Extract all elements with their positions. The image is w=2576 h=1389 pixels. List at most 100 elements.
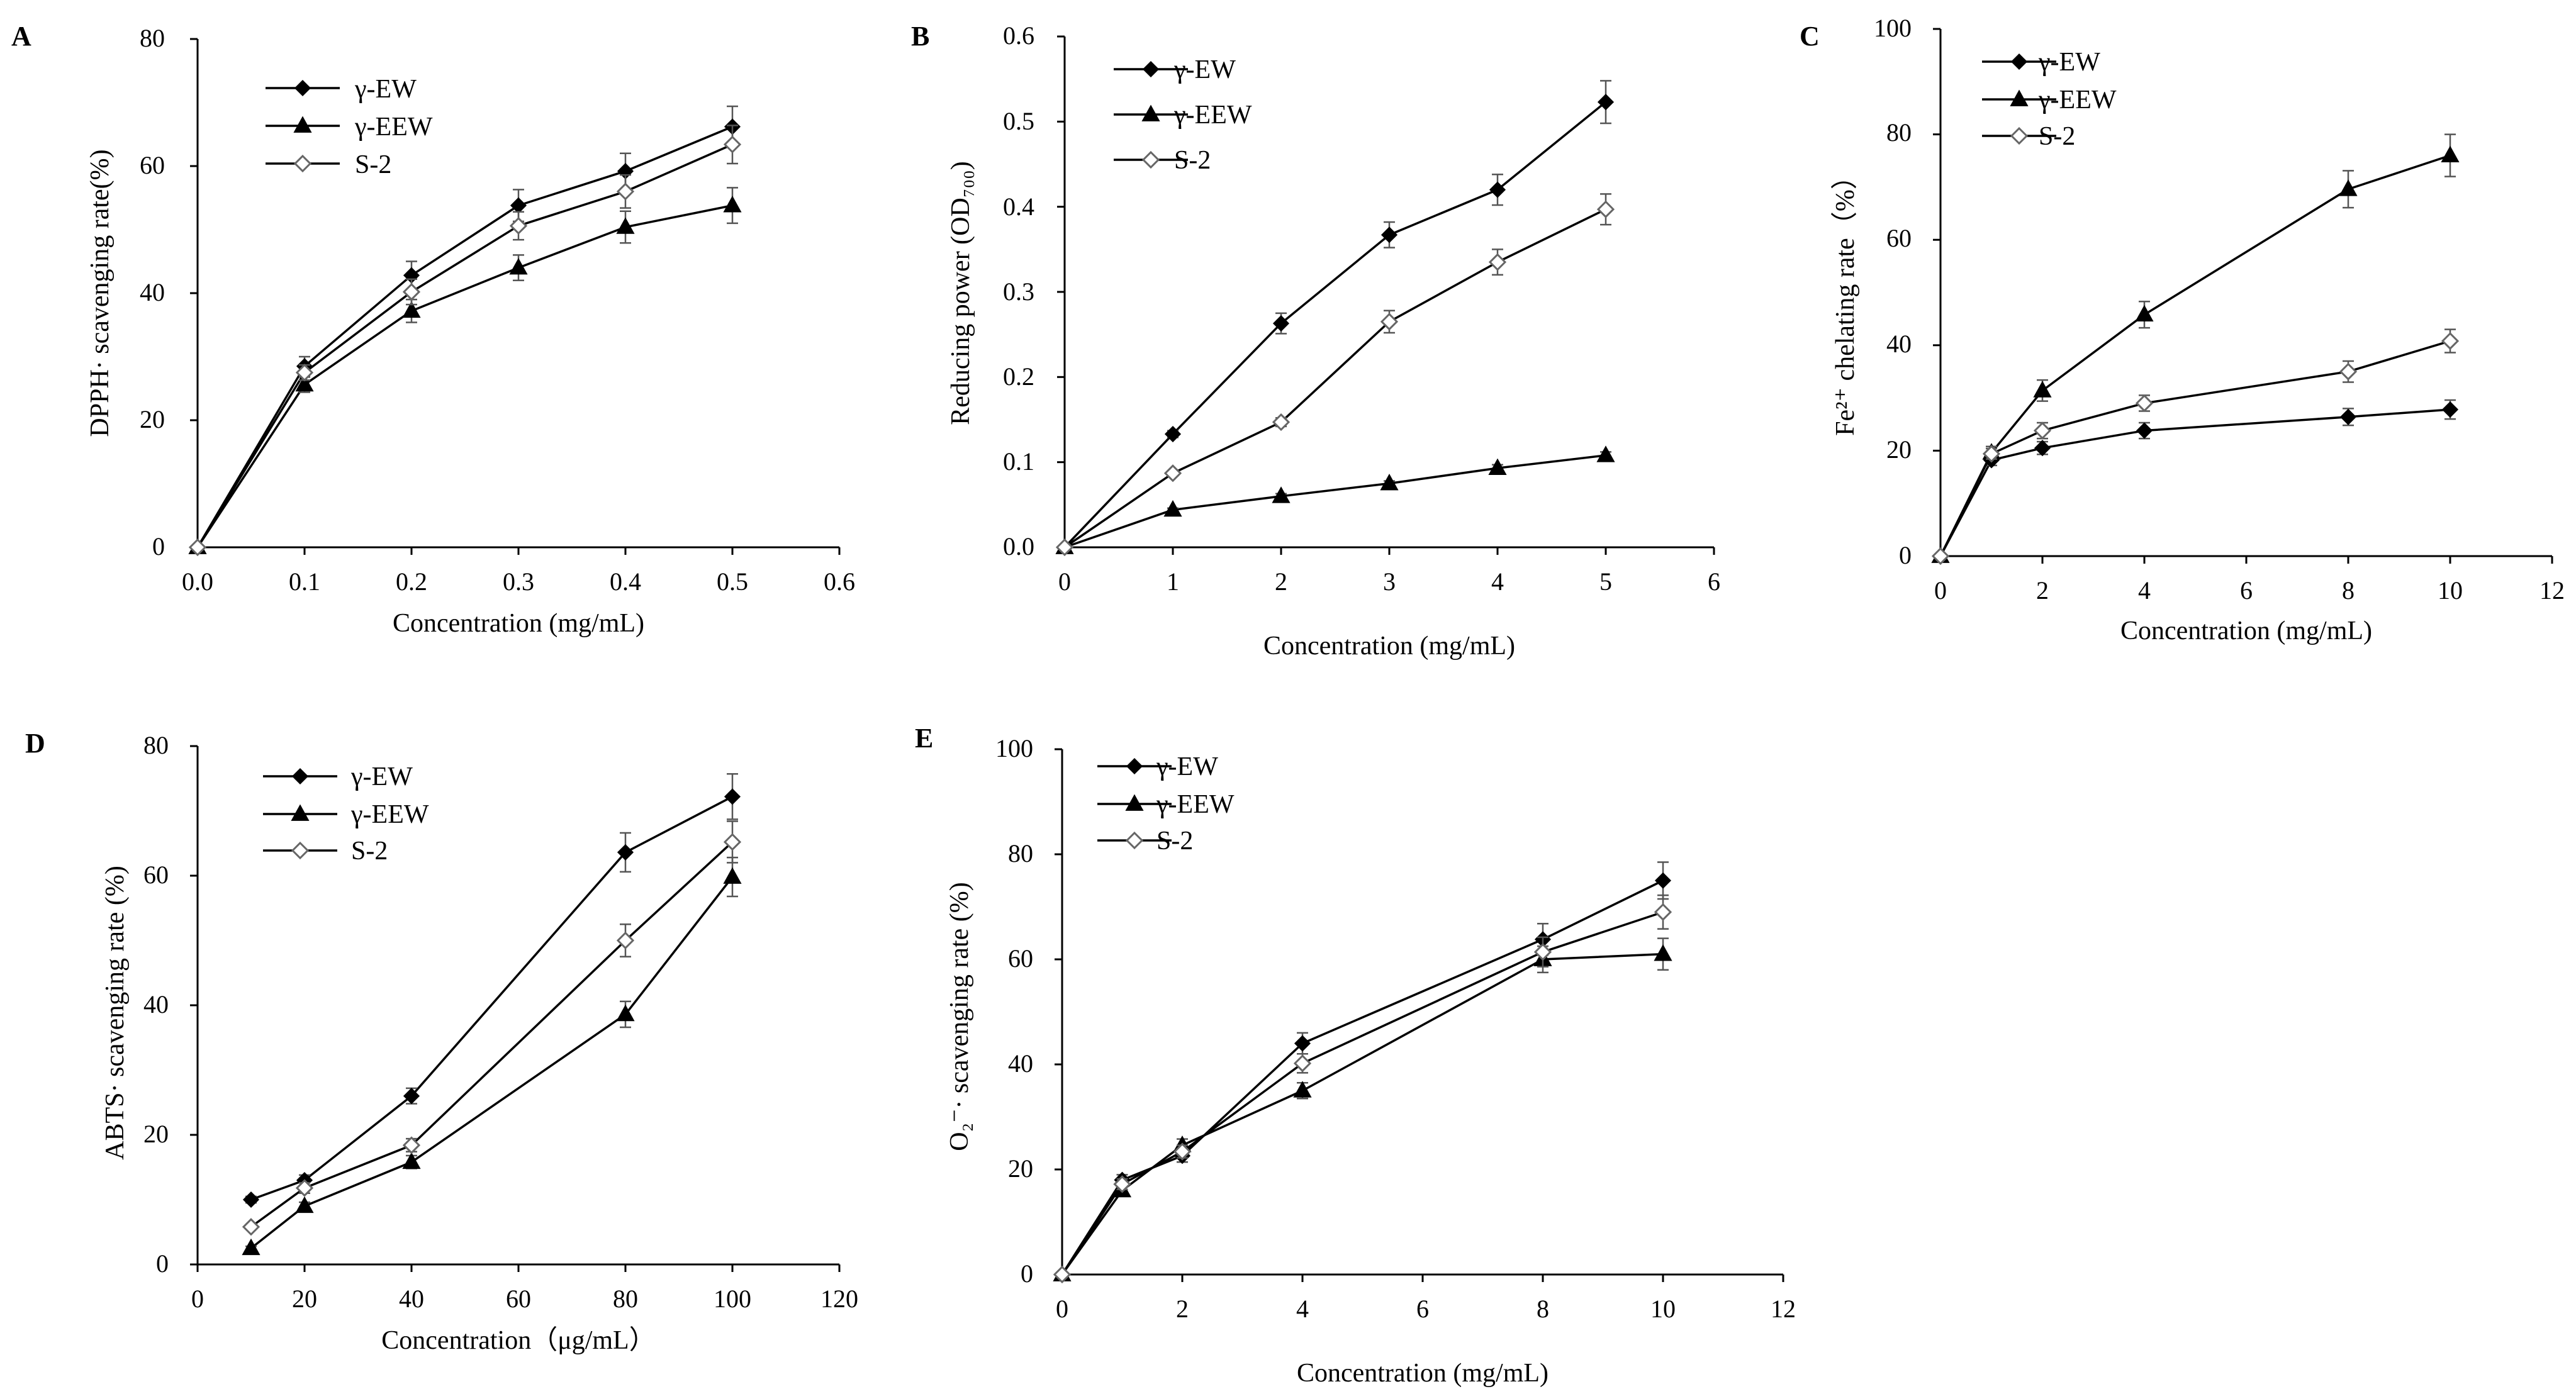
D-plot-area <box>190 745 841 1272</box>
A-data-point <box>295 374 314 392</box>
A-ytick-label: 60 <box>140 151 165 179</box>
D-data-point <box>242 1191 260 1208</box>
D-data-point <box>723 867 742 884</box>
E-xtick-label: 8 <box>1537 1295 1549 1323</box>
panel-B: B 0.0 0.1 0.2 0.3 0.4 0.5 0.6 0 1 2 3 4 … <box>911 21 1720 661</box>
D-data-point <box>616 931 635 950</box>
D-series-diamond <box>242 773 741 1208</box>
C-xtick-label: 6 <box>2240 576 2253 605</box>
E-xtick-label: 6 <box>1416 1295 1429 1323</box>
D-data-point <box>723 833 742 851</box>
B-xtick-label: 1 <box>1167 567 1179 596</box>
D-legend-marker <box>291 767 309 785</box>
B-data-point <box>1055 538 1074 557</box>
B-ytick-label: 0.5 <box>1003 107 1034 135</box>
B-series-open-diamond <box>1055 193 1615 557</box>
A-legend-marker <box>293 116 312 133</box>
E-x-axis-title: Concentration (mg/mL) <box>1297 1359 1548 1388</box>
B-ytick-label: 0.1 <box>1003 447 1034 476</box>
D-ytick-label: 0 <box>156 1249 169 1278</box>
B-legend: γ-EW γ-EEW S-2 <box>1173 55 1252 175</box>
D-xtick-label: 20 <box>292 1285 317 1313</box>
B-data-point <box>1597 94 1615 111</box>
D-ytick-label: 40 <box>143 990 169 1018</box>
C-xtick-label: 12 <box>2540 576 2565 605</box>
C-data-point <box>2135 394 2154 413</box>
E-ytick-label: 80 <box>1008 839 1033 867</box>
A-plot-area <box>188 38 841 557</box>
B-xtick-label: 3 <box>1383 567 1396 596</box>
B-ytick-labels: 0.0 0.1 0.2 0.3 0.4 0.5 0.6 <box>1003 21 1034 561</box>
A-ytick-labels: 0 20 40 60 80 <box>140 24 165 561</box>
A-data-point <box>509 258 528 275</box>
C-ytick-label: 20 <box>1886 435 1912 464</box>
C-data-point <box>2339 408 2357 425</box>
A-xtick-label: 0.4 <box>610 567 641 596</box>
A-data-point <box>616 217 635 234</box>
C-series-line <box>1939 154 2451 557</box>
A-series-open-diamond <box>188 125 742 557</box>
D-data-point <box>295 1179 314 1197</box>
A-xtick-label: 0.2 <box>396 567 427 596</box>
C-legend-marker <box>2010 89 2029 106</box>
E-data-point <box>1113 1175 1131 1193</box>
B-data-point <box>1489 181 1506 198</box>
panel-letter-E: E <box>915 723 933 754</box>
C-ytick-labels: 0 20 40 60 80 100 <box>1874 14 1912 569</box>
C-y-axis-title: Fe²⁺ chelating rate（%） <box>1831 163 1860 436</box>
B-data-point <box>1163 464 1182 483</box>
panel-A: A 0 20 40 60 80 0.0 0.1 0.2 0.3 0.4 0.5 … <box>11 21 855 638</box>
A-ytick-label: 40 <box>140 278 165 306</box>
B-data-point <box>1272 413 1291 432</box>
E-data-point <box>1293 1081 1312 1098</box>
B-plot-area <box>1055 35 1715 557</box>
C-ytick-label: 0 <box>1899 541 1912 569</box>
E-series-line <box>1061 952 1664 1276</box>
E-legend-marker <box>1125 831 1144 850</box>
B-series-line <box>1064 454 1606 549</box>
D-series-open-diamond <box>242 820 742 1236</box>
panel-E: E 0 20 40 60 80 100 0 2 4 6 8 10 12 Conc… <box>915 723 1796 1388</box>
D-data-point <box>403 1088 420 1105</box>
B-series-line <box>1064 208 1606 549</box>
E-data-point <box>1173 1142 1192 1161</box>
A-data-point <box>402 282 421 301</box>
D-y-axis-title: ABTS· scavenging rate (%) <box>101 866 130 1160</box>
panel-C: C 0 20 40 60 80 100 0 2 4 6 8 10 12 Conc… <box>1800 14 2565 645</box>
C-ytick-label: 80 <box>1886 118 1912 147</box>
E-data-point <box>1654 872 1672 889</box>
E-series-open-diamond <box>1053 894 1672 1284</box>
C-x-axis-title: Concentration (mg/mL) <box>2120 616 2372 645</box>
B-xtick-label: 0 <box>1058 567 1071 596</box>
D-xtick-label: 120 <box>820 1285 858 1313</box>
C-data-point <box>2136 422 2153 439</box>
panel-letter-A: A <box>11 21 31 52</box>
D-legend: γ-EW γ-EEW S-2 <box>350 762 429 866</box>
B-data-point <box>1488 458 1507 475</box>
A-data-point <box>295 364 314 382</box>
D-data-point <box>402 1152 421 1169</box>
A-data-point <box>402 301 421 318</box>
A-ytick-label: 80 <box>140 24 165 52</box>
E-y-axis-title: O₂⁻· scavenging rate (%) <box>945 882 974 1151</box>
D-series-line <box>250 876 734 1249</box>
D-series-line <box>250 841 734 1228</box>
A-data-point <box>188 538 207 557</box>
B-legend-marker <box>1142 60 1160 78</box>
D-legend-marker <box>291 804 310 821</box>
D-series-triangle <box>242 856 742 1256</box>
E-ytick-labels: 0 20 40 60 80 100 <box>995 734 1033 1288</box>
E-legend-marker <box>1125 794 1144 811</box>
D-ytick-labels: 0 20 40 60 80 <box>143 731 169 1278</box>
E-series-line <box>1061 911 1664 1275</box>
D-xtick-labels: 0 20 40 60 80 100 120 <box>191 1285 858 1313</box>
D-data-point <box>617 844 634 861</box>
C-series-triangle <box>1931 133 2460 563</box>
A-ytick-label: 0 <box>152 532 165 561</box>
E-series-diamond <box>1053 861 1672 1283</box>
panel-letter-C: C <box>1800 21 1820 52</box>
E-ytick-label: 40 <box>1008 1049 1033 1078</box>
B-ytick-label: 0.0 <box>1003 532 1034 561</box>
D-ytick-label: 60 <box>143 861 169 889</box>
